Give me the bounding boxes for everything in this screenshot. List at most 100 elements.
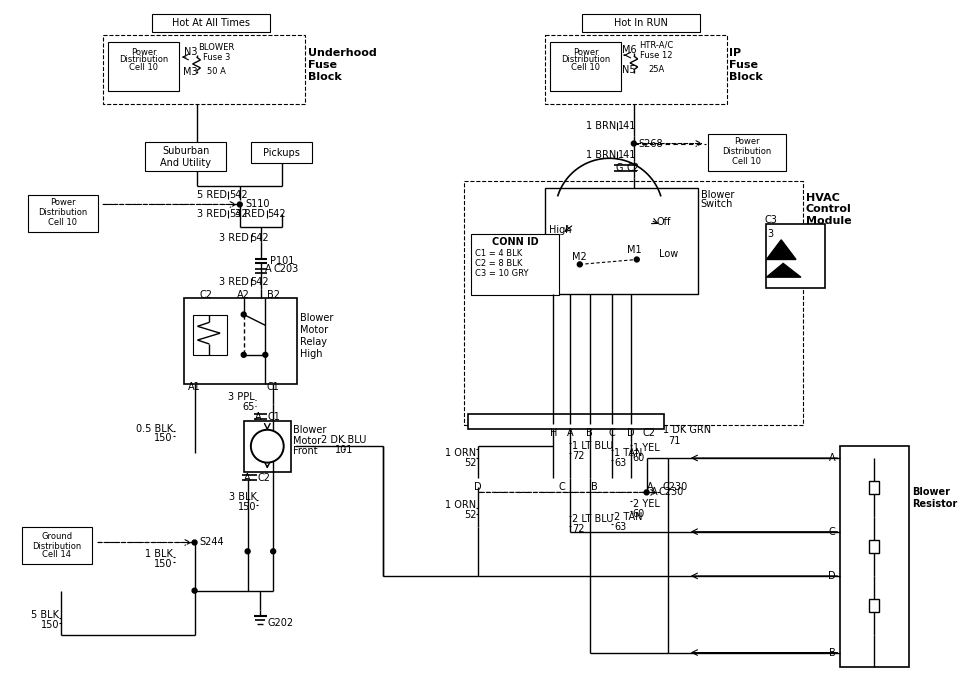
Text: C: C: [827, 527, 834, 537]
Text: High: High: [300, 349, 322, 359]
Bar: [545, 188, 697, 294]
Text: 2 LT BLU: 2 LT BLU: [572, 514, 613, 524]
Text: C2 = 8 BLK: C2 = 8 BLK: [474, 259, 522, 268]
Bar: [706, 134, 785, 171]
Text: A: A: [265, 264, 272, 274]
Text: H: H: [549, 429, 556, 438]
Text: M6: M6: [621, 45, 635, 55]
Circle shape: [253, 431, 282, 461]
Text: 60: 60: [632, 509, 645, 519]
Text: Distribution: Distribution: [33, 542, 82, 551]
Text: B2: B2: [266, 290, 280, 300]
Text: S110: S110: [245, 199, 270, 210]
Text: 542: 542: [250, 277, 269, 287]
Text: Suburban: Suburban: [161, 146, 209, 157]
Text: Power: Power: [50, 198, 76, 207]
Bar: [868, 598, 877, 612]
Text: Block: Block: [308, 71, 341, 82]
Text: Pickups: Pickups: [262, 148, 299, 158]
Bar: [145, 142, 226, 171]
Circle shape: [192, 540, 197, 545]
Text: 63: 63: [613, 521, 626, 532]
Text: Fuse 12: Fuse 12: [639, 51, 672, 60]
Circle shape: [577, 262, 581, 267]
Text: Hot In RUN: Hot In RUN: [613, 18, 667, 27]
Bar: [470, 234, 558, 295]
Text: 5 BLK: 5 BLK: [31, 610, 59, 620]
Text: BLOWER: BLOWER: [198, 43, 234, 52]
Text: Power: Power: [572, 47, 598, 56]
Text: 60: 60: [632, 453, 645, 463]
Bar: [839, 446, 908, 667]
Text: Low: Low: [658, 249, 678, 258]
Bar: [868, 539, 877, 553]
Text: 542: 542: [229, 190, 247, 200]
Text: Fuse 3: Fuse 3: [203, 52, 230, 62]
Text: C1 = 4 BLK: C1 = 4 BLK: [474, 249, 521, 258]
Bar: [868, 481, 877, 495]
Text: C1: C1: [267, 412, 280, 422]
Text: HVAC: HVAC: [805, 192, 839, 203]
Text: 63: 63: [613, 458, 626, 468]
Circle shape: [241, 352, 246, 357]
Text: Motor: Motor: [292, 436, 321, 447]
Text: 2 DK BLU: 2 DK BLU: [321, 436, 366, 445]
Circle shape: [644, 490, 649, 495]
Text: 71: 71: [668, 436, 679, 447]
Text: 542: 542: [267, 210, 285, 219]
Text: Underhood: Underhood: [308, 48, 376, 58]
Text: Distribution: Distribution: [119, 56, 168, 65]
Text: Fuse: Fuse: [308, 60, 336, 70]
Circle shape: [633, 257, 638, 262]
Text: 150: 150: [155, 559, 173, 569]
Text: 25A: 25A: [648, 65, 664, 74]
Text: A: A: [244, 473, 251, 483]
Text: A: A: [650, 487, 656, 497]
Text: 1 BLK: 1 BLK: [145, 550, 173, 559]
Text: 141: 141: [618, 150, 636, 160]
Text: Switch: Switch: [700, 199, 732, 210]
Text: 3 RED: 3 RED: [218, 277, 248, 287]
Text: Control: Control: [805, 204, 850, 214]
Text: C3: C3: [764, 215, 776, 225]
Text: M2: M2: [572, 251, 586, 262]
Text: 72: 72: [572, 523, 584, 534]
Text: 1 TAN: 1 TAN: [613, 448, 642, 458]
Text: 50 A: 50 A: [207, 67, 226, 76]
Bar: [463, 181, 802, 425]
Text: Cell 10: Cell 10: [129, 63, 158, 72]
Text: IP: IP: [728, 48, 741, 58]
Bar: [581, 14, 699, 32]
Text: C230: C230: [657, 487, 683, 497]
Text: Distribution: Distribution: [722, 147, 771, 156]
Text: M1: M1: [626, 245, 640, 255]
Text: Block: Block: [728, 71, 762, 82]
Text: 65: 65: [242, 402, 255, 412]
Bar: [103, 36, 305, 104]
Bar: [21, 527, 92, 564]
Text: 3 PPL: 3 PPL: [228, 392, 255, 402]
Text: 0.5 BLK: 0.5 BLK: [136, 423, 173, 433]
Text: A: A: [566, 429, 573, 438]
Text: C2: C2: [258, 473, 270, 483]
Polygon shape: [766, 240, 795, 260]
Text: 542: 542: [229, 210, 247, 219]
Text: Ground: Ground: [41, 532, 72, 541]
Bar: [766, 224, 825, 288]
Text: Module: Module: [805, 216, 850, 226]
Text: A: A: [647, 482, 653, 493]
Text: Power: Power: [733, 137, 759, 146]
Text: P101: P101: [270, 256, 294, 267]
Text: C: C: [608, 429, 615, 438]
Bar: [192, 315, 227, 354]
Text: M: M: [261, 441, 273, 451]
Text: B: B: [827, 648, 834, 657]
Polygon shape: [766, 263, 801, 277]
Text: Distribution: Distribution: [560, 56, 609, 65]
Text: Blower: Blower: [300, 313, 333, 324]
Text: Blower: Blower: [911, 487, 949, 497]
Text: C2: C2: [200, 290, 212, 300]
Text: 3: 3: [767, 229, 773, 239]
Text: Motor: Motor: [300, 325, 328, 335]
Bar: [467, 414, 664, 429]
